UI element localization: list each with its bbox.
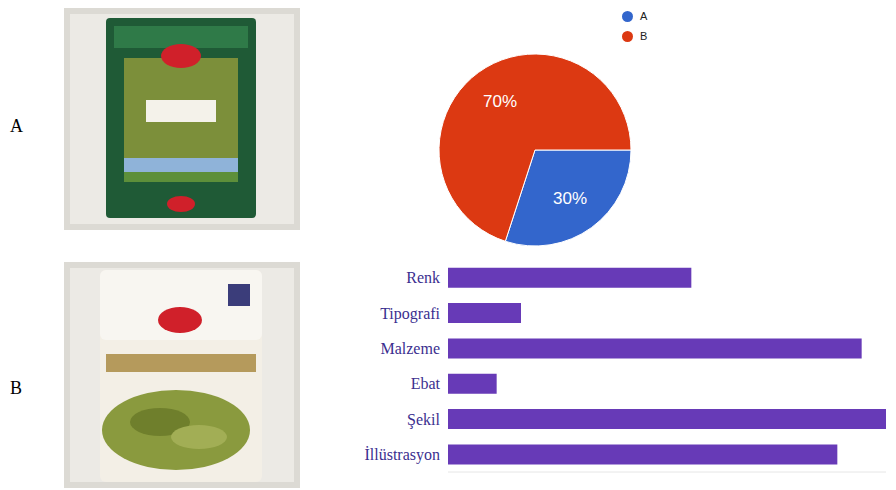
svg-text:30%: 30% bbox=[553, 189, 587, 208]
html-text:B: B bbox=[640, 30, 648, 42]
svg-text:İllüstrasyon: İllüstrasyon bbox=[364, 446, 440, 464]
html-text:B: B bbox=[10, 378, 22, 398]
svg-text:Renk: Renk bbox=[406, 269, 440, 286]
svg-text:Şekil: Şekil bbox=[407, 411, 440, 429]
svg-text:Malzeme: Malzeme bbox=[380, 340, 440, 357]
svg-text:Ebat: Ebat bbox=[411, 375, 441, 392]
svg-text:70%: 70% bbox=[483, 92, 517, 111]
html-text:A: A bbox=[10, 116, 23, 136]
html-text:A: A bbox=[640, 10, 648, 22]
svg-text:Tipografi: Tipografi bbox=[380, 305, 440, 323]
